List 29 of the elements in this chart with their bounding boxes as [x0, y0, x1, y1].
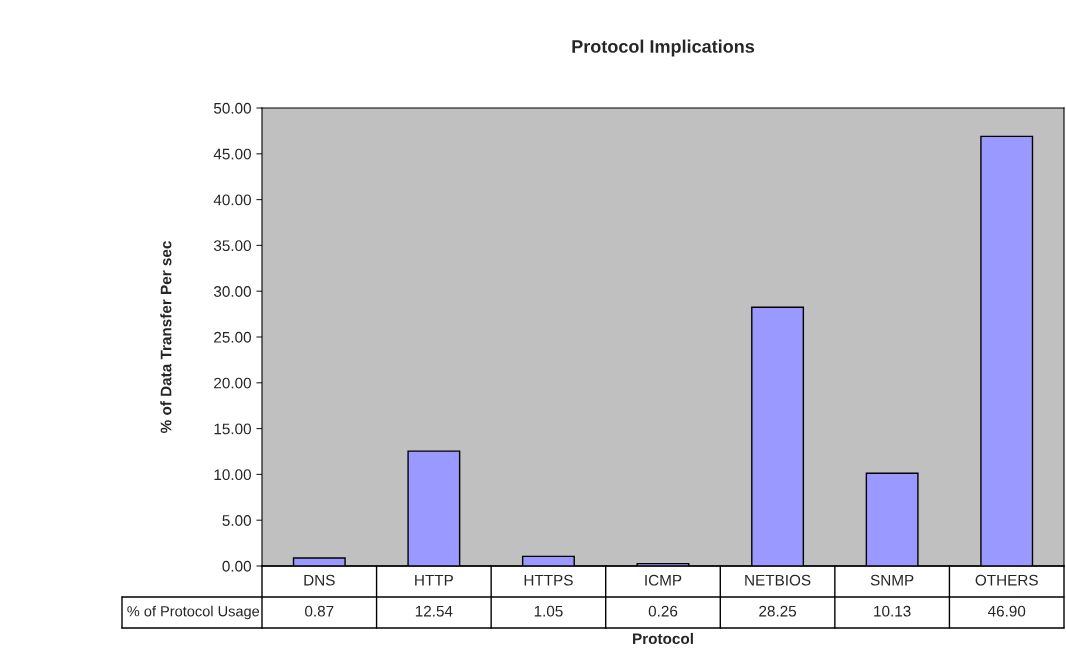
y-tick-label: 0.00 [222, 560, 251, 572]
y-tick-label: 50.00 [213, 102, 251, 114]
x-axis-title: Protocol [633, 632, 693, 645]
x-tick-label: HTTPS [524, 574, 573, 586]
y-tick-label: 15.00 [214, 423, 251, 435]
data-label: 0.26 [648, 605, 678, 617]
x-tick-label: DNS [304, 574, 335, 586]
x-tick-label: HTTP [415, 574, 453, 586]
y-tick-label: 30.00 [213, 286, 251, 297]
y-axis-title: % of Data Transfer Per sec [160, 241, 172, 433]
data-label: 28.25 [759, 605, 797, 617]
y-tick-label: 45.00 [213, 148, 251, 160]
y-tick-label: 40.00 [213, 194, 251, 206]
y-tick-label: 5.00 [222, 515, 251, 526]
x-tick-label: SNMP [870, 574, 914, 586]
y-tick-label: 10.00 [214, 469, 251, 481]
y-tick-label: 25.00 [214, 331, 251, 343]
x-tick-label: OTHERS [975, 574, 1038, 586]
data-label: 1.05 [534, 605, 563, 617]
x-tick-label: ICMP [645, 574, 682, 586]
chart-title: Protocol Implications [572, 39, 755, 57]
data-label: 10.13 [874, 605, 911, 617]
y-tick-label: 20.00 [214, 377, 251, 389]
data-label: 46.90 [987, 605, 1026, 617]
data-label: 0.87 [305, 605, 334, 617]
legend-label: % of Protocol Usage [127, 605, 260, 620]
y-tick-label: 35.00 [213, 240, 251, 252]
data-label: 12.54 [415, 605, 453, 617]
x-tick-label: NETBIOS [745, 574, 811, 586]
